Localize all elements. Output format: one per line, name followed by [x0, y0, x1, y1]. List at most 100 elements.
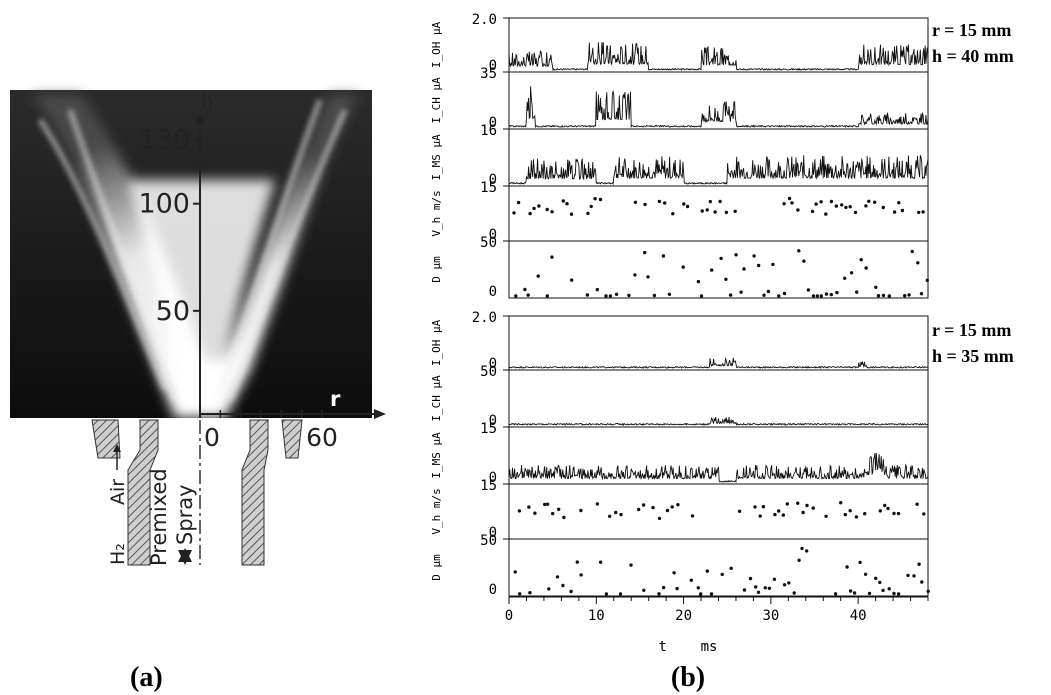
- y-axis-label: I_CH μA: [430, 375, 443, 422]
- data-point: [867, 200, 870, 203]
- data-point: [637, 508, 640, 511]
- y-tick-top: 50: [480, 364, 497, 380]
- data-point: [710, 592, 713, 595]
- data-point: [527, 505, 530, 508]
- data-point: [903, 294, 906, 297]
- data-point: [783, 292, 786, 295]
- data-point: [675, 587, 678, 590]
- data-point: [845, 565, 848, 568]
- data-point: [849, 509, 852, 512]
- data-point: [619, 513, 622, 516]
- data-point: [706, 208, 709, 211]
- data-point: [860, 258, 863, 261]
- data-point: [619, 592, 622, 595]
- h-tick-label: 130: [138, 124, 190, 155]
- data-point: [879, 509, 882, 512]
- data-point: [546, 503, 549, 506]
- data-point: [547, 587, 550, 590]
- panel-b-label: (b): [671, 662, 705, 693]
- lower-chart-group: 2.00I_OH μA500I_CH μA150I_MS μA150V_h m/…: [430, 310, 930, 598]
- data-point: [873, 201, 876, 204]
- data-point: [546, 294, 549, 297]
- time-tick-label: 10: [588, 608, 605, 624]
- data-point: [719, 257, 722, 260]
- data-point: [777, 509, 780, 512]
- data-point: [512, 211, 515, 214]
- h2-label: H₂: [107, 543, 129, 565]
- y-axis-label: I_MS μA: [430, 432, 443, 479]
- data-point: [709, 200, 712, 203]
- y-axis-label: I_MS μA: [430, 134, 443, 181]
- y-tick-top: 50: [480, 533, 497, 549]
- data-point: [762, 505, 765, 508]
- data-point: [854, 211, 857, 214]
- data-point: [877, 294, 880, 297]
- data-point: [807, 288, 810, 291]
- data-point: [518, 509, 521, 512]
- y-axis-label: V_h m/s: [430, 488, 443, 534]
- data-point: [767, 290, 770, 293]
- data-point: [839, 501, 842, 504]
- data-point: [920, 292, 923, 295]
- data-point: [561, 584, 564, 587]
- data-point: [557, 508, 560, 511]
- data-point: [699, 592, 702, 595]
- data-point: [734, 253, 737, 256]
- data-point: [671, 505, 674, 508]
- data-point: [543, 503, 546, 506]
- data-point: [749, 577, 752, 580]
- burner-outer-left: [92, 420, 120, 458]
- signal-trace: [509, 86, 928, 127]
- data-point: [802, 259, 805, 262]
- data-point: [855, 290, 858, 293]
- data-point: [682, 202, 685, 205]
- data-point: [579, 573, 582, 576]
- data-point: [570, 278, 573, 281]
- data-point: [844, 206, 847, 209]
- data-point: [824, 212, 827, 215]
- data-point: [562, 516, 565, 519]
- data-point: [599, 198, 602, 201]
- data-point: [843, 277, 846, 280]
- y-axis-label: I_OH μA: [430, 319, 443, 366]
- data-point: [855, 515, 858, 518]
- y-tick-bottom: 0: [489, 582, 497, 598]
- data-point: [514, 570, 517, 573]
- data-point: [697, 586, 700, 589]
- premixed-label: Premixed: [147, 468, 171, 566]
- data-point: [796, 502, 799, 505]
- data-point: [672, 571, 675, 574]
- data-point: [686, 205, 689, 208]
- data-point: [710, 268, 713, 271]
- data-point: [819, 200, 822, 203]
- data-point: [743, 588, 746, 591]
- data-point: [920, 580, 923, 583]
- data-point: [882, 206, 885, 209]
- data-point: [651, 506, 654, 509]
- data-point: [881, 589, 884, 592]
- data-point: [551, 512, 554, 515]
- data-point: [868, 592, 871, 595]
- data-point: [840, 203, 843, 206]
- data-point: [546, 208, 549, 211]
- data-point: [926, 279, 929, 282]
- data-point: [759, 514, 762, 517]
- data-point: [882, 294, 885, 297]
- data-point: [662, 254, 665, 257]
- data-point: [814, 202, 817, 205]
- data-point: [907, 293, 910, 296]
- data-point: [916, 261, 919, 264]
- data-point: [906, 574, 909, 577]
- lower-condition-r: r = 15 mm: [932, 320, 1011, 340]
- data-point: [864, 204, 867, 207]
- time-tick-label: 30: [762, 608, 779, 624]
- data-point: [917, 563, 920, 566]
- data-point: [790, 201, 793, 204]
- y-axis-label: D μm: [430, 256, 443, 283]
- data-point: [897, 512, 900, 515]
- data-point: [805, 549, 808, 552]
- data-point: [608, 515, 611, 518]
- data-point: [599, 561, 602, 564]
- subplot-frame: [509, 484, 928, 539]
